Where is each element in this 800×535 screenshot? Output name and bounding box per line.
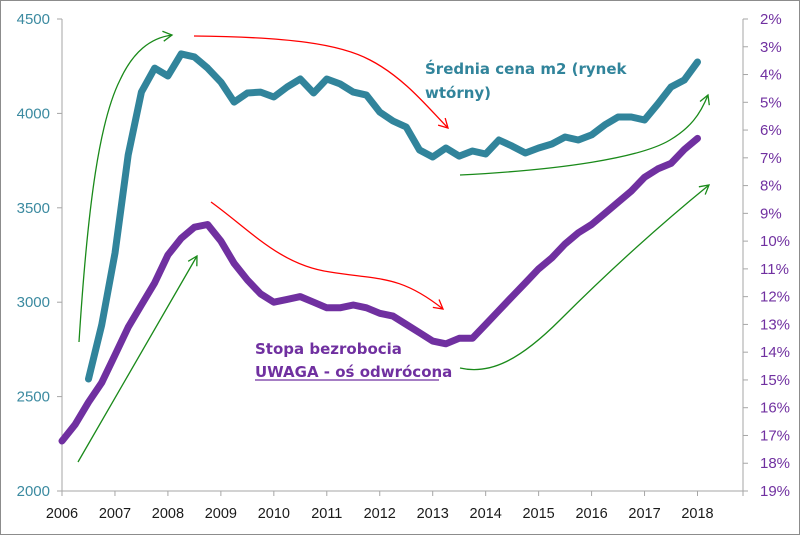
x-tick-label: 2006: [46, 506, 78, 522]
right-tick-label: 12%: [760, 289, 790, 306]
x-tick-label: 2016: [575, 506, 607, 522]
right-tick-label: 6%: [760, 122, 782, 139]
left-axis: 2000 2500 3000 3500 4000 4500: [17, 11, 63, 500]
unemp-series-label-line2: UWAGA - oś odwrócona: [255, 363, 452, 381]
x-tick-label: 2014: [470, 506, 502, 522]
right-axis: 2% 3% 4% 5% 6% 7% 8% 9% 10% 11% 12% 13% 14% 15% 16% 17%…: [742, 11, 790, 500]
unemployment-line: [58, 134, 701, 445]
x-axis: 2006 2007 2008 2009 2010 2011 2012 2013 2014 2015…: [46, 490, 744, 522]
left-tick-label: 2000: [17, 483, 50, 500]
x-tick-label: 2009: [205, 506, 237, 522]
price-series-label-line1: Średnia cena m2 (rynek: [425, 59, 628, 78]
right-tick-label: 11%: [760, 261, 789, 278]
right-tick-label: 18%: [760, 455, 790, 472]
right-tick-label: 16%: [760, 400, 790, 417]
x-tick-label: 2017: [628, 506, 660, 522]
right-tick-label: 2%: [760, 11, 782, 28]
x-tick-label: 2013: [417, 506, 449, 522]
right-tick-label: 8%: [760, 178, 782, 195]
price-series-label-line2: wtórny): [425, 84, 491, 102]
unemp-series-label-line1: Stopa bezrobocia: [255, 340, 402, 358]
x-tick-label: 2011: [311, 506, 342, 522]
x-tick-label: 2018: [681, 506, 713, 522]
right-tick-label: 9%: [760, 205, 782, 222]
left-axis-ticks: 2000 2500 3000 3500 4000 4500: [17, 11, 62, 500]
trend-arrow-price-rise-2013-2018: [459, 93, 710, 176]
left-tick-label: 3500: [17, 200, 50, 217]
right-axis-ticks: 2% 3% 4% 5% 6% 7% 8% 9% 10% 11% 12% 13% 14% 15% 16% 17%…: [743, 11, 790, 500]
x-tick-label: 2007: [99, 506, 131, 522]
right-tick-label: 10%: [760, 233, 790, 250]
left-tick-label: 3000: [17, 294, 50, 311]
annotations: Średnia cena m2 (rynek wtórny) Stopa bez…: [255, 59, 628, 381]
right-tick-label: 13%: [760, 316, 790, 333]
trend-arrow-unemp-fall-2008-2013: [210, 201, 445, 310]
trend-arrow-price-rise-2006-2008: [78, 30, 174, 343]
right-tick-label: 3%: [760, 39, 782, 56]
x-tick-label: 2012: [364, 506, 396, 522]
left-tick-label: 4000: [17, 105, 50, 122]
right-tick-label: 4%: [760, 67, 782, 84]
trend-arrows: [77, 30, 711, 463]
x-axis-ticks: 2006 2007 2008 2009 2010 2011 2012 2013 2014 2015…: [46, 491, 744, 522]
right-tick-label: 14%: [760, 344, 790, 361]
trend-arrow-unemp-rise-2006-2008: [77, 254, 198, 463]
series-layer: [58, 50, 701, 445]
x-tick-label: 2008: [152, 506, 184, 522]
right-tick-label: 17%: [760, 427, 790, 444]
x-tick-label: 2010: [258, 506, 290, 522]
right-tick-label: 7%: [760, 150, 782, 167]
series-unemployment: [58, 134, 701, 445]
trend-arrow-price-fall-2008-2013: [193, 35, 449, 129]
right-tick-label: 19%: [760, 483, 790, 500]
trend-arrow-unemp-rise-2013-2018: [459, 184, 711, 371]
left-tick-label: 2500: [17, 389, 50, 406]
series-price: [85, 50, 701, 383]
left-tick-label: 4500: [17, 11, 50, 28]
right-tick-label: 5%: [760, 94, 782, 111]
right-tick-label: 15%: [760, 372, 790, 389]
x-tick-label: 2015: [522, 506, 554, 522]
